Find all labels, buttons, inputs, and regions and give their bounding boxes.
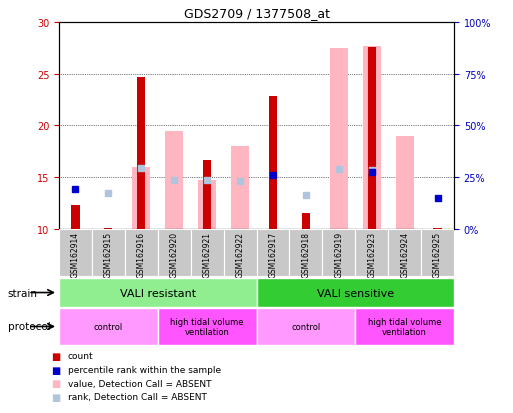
Bar	[269, 97, 277, 229]
Text: protocol: protocol	[8, 322, 50, 332]
Text: high tidal volume
ventilation: high tidal volume ventilation	[170, 317, 244, 336]
Text: ■: ■	[51, 351, 61, 361]
Bar	[330, 48, 348, 229]
Text: VALI resistant: VALI resistant	[120, 288, 196, 298]
Text: percentile rank within the sample: percentile rank within the sample	[68, 365, 221, 374]
Text: count: count	[68, 351, 93, 361]
Bar	[433, 228, 442, 229]
Bar	[104, 228, 112, 229]
Text: GSM162921: GSM162921	[203, 232, 212, 278]
Bar	[289, 229, 322, 277]
Text: GSM162915: GSM162915	[104, 232, 113, 278]
Text: control: control	[291, 322, 321, 331]
Bar	[92, 229, 125, 277]
Text: high tidal volume
ventilation: high tidal volume ventilation	[368, 317, 441, 336]
Bar	[71, 205, 80, 229]
Text: ■: ■	[51, 378, 61, 388]
Text: GSM162920: GSM162920	[170, 232, 179, 278]
Text: ■: ■	[51, 392, 61, 402]
Text: GSM162919: GSM162919	[334, 232, 343, 278]
Text: GSM162918: GSM162918	[301, 232, 310, 278]
Bar	[363, 46, 381, 229]
Bar	[396, 136, 413, 229]
Text: VALI sensitive: VALI sensitive	[317, 288, 394, 298]
Bar	[368, 47, 376, 229]
Bar	[355, 229, 388, 277]
Bar	[355, 309, 454, 345]
Text: rank, Detection Call = ABSENT: rank, Detection Call = ABSENT	[68, 392, 207, 401]
Bar	[231, 147, 249, 229]
Bar	[388, 229, 421, 277]
Text: GSM162924: GSM162924	[400, 232, 409, 278]
Text: GSM162923: GSM162923	[367, 232, 376, 278]
Bar	[125, 229, 158, 277]
Bar	[322, 229, 355, 277]
Bar	[302, 214, 310, 229]
Text: strain: strain	[8, 288, 37, 298]
Bar	[59, 278, 256, 308]
Bar	[165, 132, 183, 229]
Bar	[256, 278, 454, 308]
Bar	[256, 229, 289, 277]
Bar	[132, 167, 150, 229]
Bar	[59, 309, 158, 345]
Bar	[198, 180, 216, 229]
Text: GSM162922: GSM162922	[235, 232, 245, 278]
Bar	[224, 229, 256, 277]
Bar	[191, 229, 224, 277]
Text: GSM162914: GSM162914	[71, 232, 80, 278]
Bar	[158, 229, 191, 277]
Bar	[59, 229, 92, 277]
Text: GSM162916: GSM162916	[137, 232, 146, 278]
Bar	[421, 229, 454, 277]
Text: GSM162925: GSM162925	[433, 232, 442, 278]
Title: GDS2709 / 1377508_at: GDS2709 / 1377508_at	[184, 7, 329, 20]
Bar	[158, 309, 256, 345]
Text: GSM162917: GSM162917	[268, 232, 278, 278]
Text: control: control	[94, 322, 123, 331]
Bar	[137, 77, 145, 229]
Bar	[256, 309, 355, 345]
Bar	[203, 161, 211, 229]
Text: ■: ■	[51, 365, 61, 375]
Text: value, Detection Call = ABSENT: value, Detection Call = ABSENT	[68, 379, 211, 388]
